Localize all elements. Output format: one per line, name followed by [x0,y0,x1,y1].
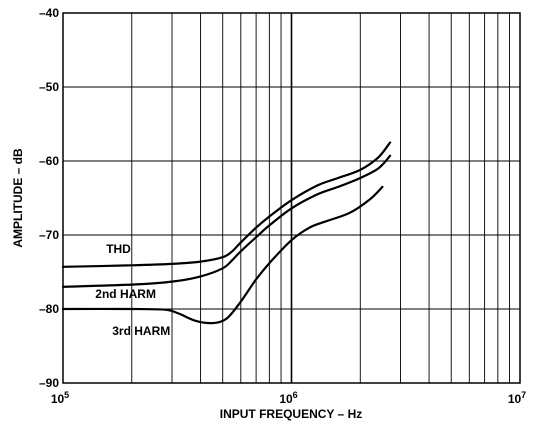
series-line [61,154,392,288]
x-tick-labels: 105 106 107 [51,390,526,406]
y-tick-label: –70 [39,228,59,242]
series-labels: THD 2nd HARM 3rd HARM [95,242,170,338]
y-tick-label: –40 [39,6,59,20]
y-tick-labels: –40 –50 –60 –70 –80 –90 [39,6,59,390]
grid [63,13,520,383]
y-tick-label: –60 [39,154,59,168]
y-tick-label: –80 [39,302,59,316]
x-tick-label: 106 [279,390,297,406]
series-annotation: THD [106,242,131,256]
series-line [61,141,392,268]
y-axis-label: AMPLITUDE – dB [11,148,25,248]
series-group [61,141,392,325]
series-line [61,185,384,325]
series-annotation: 3rd HARM [112,324,170,338]
x-tick-label: 107 [508,390,526,406]
plot-border [62,12,521,384]
series-annotation: 2nd HARM [95,287,156,301]
y-tick-label: –90 [39,376,59,390]
x-tick-label: 105 [51,390,69,406]
y-tick-label: –50 [39,80,59,94]
x-axis-label: INPUT FREQUENCY – Hz [220,407,362,421]
